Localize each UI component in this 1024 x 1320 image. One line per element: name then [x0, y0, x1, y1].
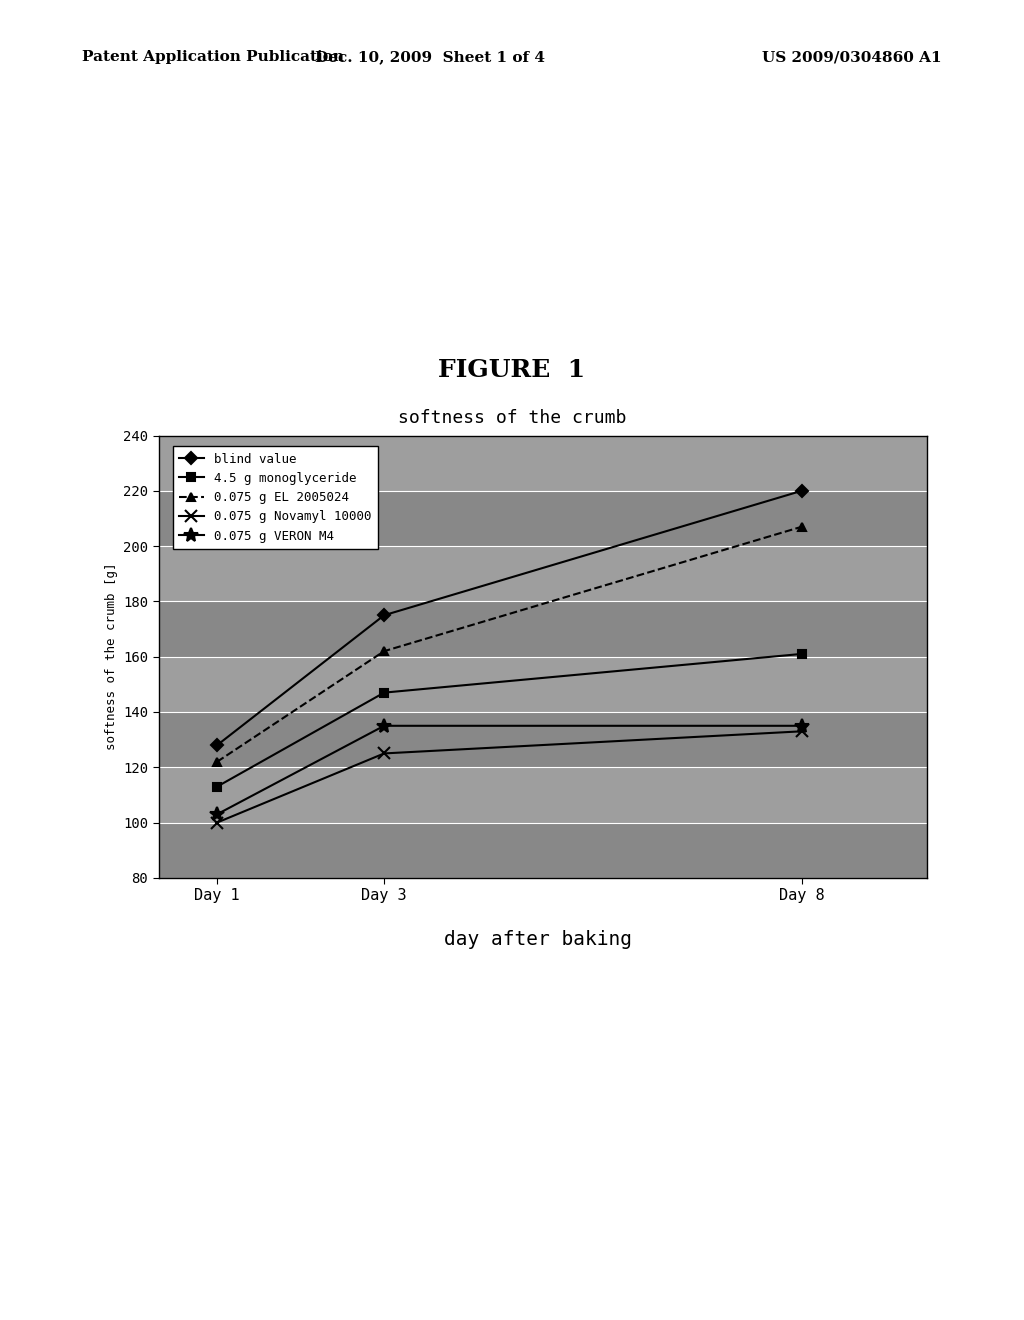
- Bar: [159, 491, 927, 546]
- 0.075 g EL 2005024: [211, 754, 223, 770]
- 0.075 g Novamyl 10000: [796, 723, 808, 739]
- 0.075 g Novamyl 10000: [211, 814, 223, 830]
- Text: softness of the crumb: softness of the crumb: [397, 409, 627, 428]
- 0.075 g VERON M4: [211, 807, 223, 822]
- Text: US 2009/0304860 A1: US 2009/0304860 A1: [763, 50, 942, 65]
- Line: 0.075 g EL 2005024: 0.075 g EL 2005024: [213, 523, 806, 766]
- Bar: [159, 711, 927, 767]
- Bar: [159, 822, 927, 878]
- 0.075 g EL 2005024: [796, 519, 808, 535]
- Bar: [159, 767, 927, 822]
- 4.5 g monoglyceride: [211, 779, 223, 795]
- Bar: [159, 656, 927, 711]
- Bar: [159, 546, 927, 602]
- Y-axis label: softness of the crumb [g]: softness of the crumb [g]: [104, 562, 118, 751]
- Text: Dec. 10, 2009  Sheet 1 of 4: Dec. 10, 2009 Sheet 1 of 4: [315, 50, 545, 65]
- Text: Patent Application Publication: Patent Application Publication: [82, 50, 344, 65]
- Line: 4.5 g monoglyceride: 4.5 g monoglyceride: [213, 649, 806, 791]
- Bar: [159, 436, 927, 491]
- Text: FIGURE  1: FIGURE 1: [438, 358, 586, 381]
- 4.5 g monoglyceride: [378, 685, 390, 701]
- Line: blind value: blind value: [213, 487, 806, 750]
- blind value: [378, 607, 390, 623]
- Line: 0.075 g VERON M4: 0.075 g VERON M4: [210, 719, 808, 821]
- blind value: [796, 483, 808, 499]
- 0.075 g Novamyl 10000: [378, 746, 390, 762]
- Line: 0.075 g Novamyl 10000: 0.075 g Novamyl 10000: [212, 726, 807, 828]
- 0.075 g VERON M4: [378, 718, 390, 734]
- Bar: [159, 602, 927, 656]
- Legend: blind value, 4.5 g monoglyceride, 0.075 g EL 2005024, 0.075 g Novamyl 10000, 0.0: blind value, 4.5 g monoglyceride, 0.075 …: [173, 446, 378, 549]
- 0.075 g EL 2005024: [378, 643, 390, 659]
- Text: day after baking: day after baking: [443, 931, 632, 949]
- blind value: [211, 737, 223, 752]
- 0.075 g VERON M4: [796, 718, 808, 734]
- 4.5 g monoglyceride: [796, 645, 808, 661]
